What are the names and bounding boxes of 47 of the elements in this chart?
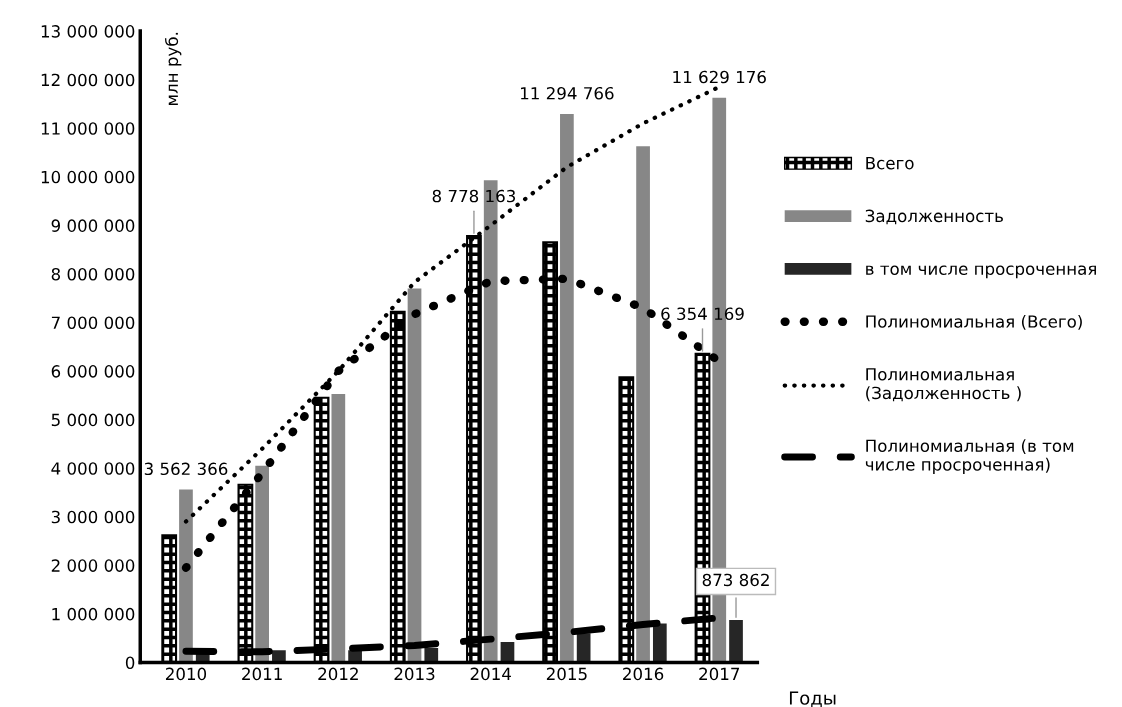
y-tick-label: 0 — [125, 656, 135, 670]
y-tick-label: 11 000 000 — [41, 122, 135, 135]
legend-label: Задолженность — [865, 209, 1003, 225]
legend-label: Полиномиальная (Всего) — [866, 314, 1082, 330]
legend-label: Всего — [866, 157, 914, 170]
legend-label: Полиномиальная (в том числе просроченная) — [865, 439, 1074, 474]
x-tick-label: 2011 — [242, 667, 282, 681]
y-tick-label: 2 000 000 — [51, 559, 135, 572]
data-label: 11 294 766 — [521, 86, 614, 100]
y-tick-label: 12 000 000 — [41, 73, 135, 87]
bar — [560, 113, 574, 663]
y-tick-label: 6 000 000 — [51, 365, 135, 378]
x-tick-label: 2017 — [699, 667, 740, 681]
data-label: 3 562 366 — [144, 462, 228, 476]
data-label: 873 862 — [702, 573, 769, 587]
bar — [576, 633, 591, 663]
legend-label: Полиномиальная (Задолженность ) — [866, 368, 1021, 402]
bar — [652, 623, 667, 663]
x-axis-title: Годы — [789, 691, 836, 707]
bar — [255, 465, 269, 663]
x-tick-label: 2013 — [394, 667, 435, 681]
x-tick-label: 2012 — [318, 667, 358, 681]
bar — [179, 489, 193, 663]
data-label: 8 778 163 — [432, 189, 516, 203]
y-tick-label: 7 000 000 — [51, 316, 135, 330]
x-tick-label: 2015 — [546, 667, 587, 681]
x-tick-label: 2014 — [470, 667, 511, 681]
x-tick-label: 2016 — [623, 667, 664, 681]
bar — [729, 620, 743, 663]
x-tick-label: 2010 — [165, 667, 207, 681]
bar — [331, 393, 346, 663]
y-axis-title: млн руб. — [164, 32, 182, 106]
y-tick-label: 9 000 000 — [51, 219, 135, 232]
y-tick-label: 8 000 000 — [51, 267, 135, 281]
data-label: 11 629 176 — [673, 70, 766, 84]
y-tick-label: 5 000 000 — [51, 413, 135, 427]
data-label: 6 354 169 — [661, 307, 744, 321]
legend-label: в том числе просроченная — [866, 265, 1096, 279]
bar — [272, 650, 286, 663]
bar — [424, 647, 439, 663]
y-tick-label: 4 000 000 — [51, 462, 135, 475]
y-tick-label: 13 000 000 — [41, 25, 135, 38]
y-tick-label: 3 000 000 — [51, 510, 135, 524]
bar — [407, 288, 422, 663]
bar — [636, 146, 650, 663]
y-tick-label: 10 000 000 — [41, 170, 135, 184]
y-tick-label: 1 000 000 — [52, 607, 135, 621]
